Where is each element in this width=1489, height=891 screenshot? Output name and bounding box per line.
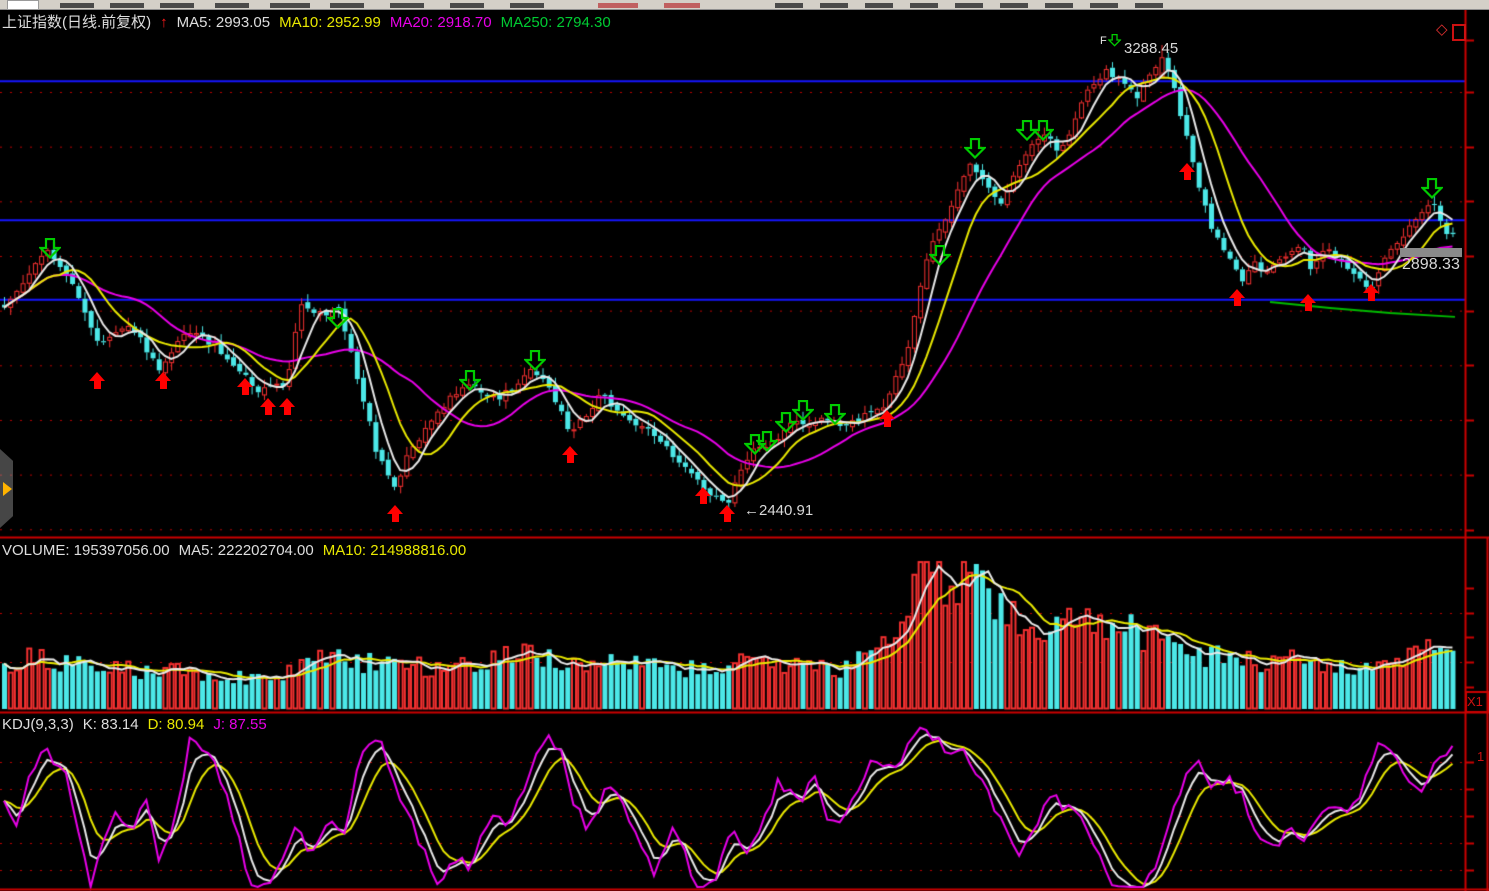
sell-signal-arrow	[457, 369, 483, 392]
buy-signal-arrow	[260, 398, 276, 415]
menu-item-stub[interactable]	[110, 3, 144, 8]
kdj-k-value: K: 83.14	[82, 716, 139, 733]
buy-signal-arrow	[695, 487, 711, 504]
trough-price-label: ←2440.91	[744, 502, 814, 519]
buy-signal-arrow	[879, 410, 895, 427]
volume-ma5: MA5: 222202704.00	[178, 542, 314, 559]
menu-item-stub[interactable]	[1045, 3, 1073, 8]
kdj-j-value: J: 87.55	[213, 716, 267, 733]
last-price-label: 2898.33	[1402, 256, 1460, 273]
main-chart-header: 上证指数(日线.前复权) ↑ MA5: 2993.05 MA10: 2952.9…	[2, 11, 611, 32]
menu-item-stub[interactable]	[160, 3, 194, 8]
menu-item-stub[interactable]	[270, 3, 310, 8]
diamond-icon[interactable]: ◇	[1436, 21, 1448, 38]
menu-item-stub[interactable]	[1090, 3, 1118, 8]
volume-ma10: MA10: 214988816.00	[322, 542, 467, 559]
buy-signal-arrow	[387, 505, 403, 522]
menu-item-stub[interactable]	[955, 3, 983, 8]
top-menu-bar[interactable]	[0, 0, 1489, 10]
peak-marker-label: F	[1100, 35, 1107, 47]
sell-signal-arrow	[790, 399, 816, 422]
sell-signal-arrow	[927, 244, 953, 267]
sell-signal-arrow	[1014, 119, 1040, 142]
sell-signal-arrow	[754, 430, 780, 453]
sell-signal-arrow	[742, 433, 768, 456]
buy-signal-arrow	[719, 505, 735, 522]
ma20-legend: MA20: 2918.70	[389, 14, 492, 31]
buy-signal-arrow	[1363, 284, 1379, 301]
menu-item-stub[interactable]	[510, 3, 544, 8]
window-restore-icon[interactable]	[1452, 24, 1466, 41]
menu-icon[interactable]	[7, 0, 39, 10]
sell-signal-arrow	[962, 137, 988, 160]
ma10-legend: MA10: 2952.99	[279, 14, 381, 31]
sell-signal-arrow	[522, 349, 548, 372]
menu-item-stub[interactable]	[215, 3, 249, 8]
kdj-label: KDJ(9,3,3)	[2, 716, 74, 733]
menu-item-stub[interactable]	[664, 3, 700, 8]
menu-item-stub[interactable]	[390, 3, 424, 8]
menu-item-stub[interactable]	[820, 3, 848, 8]
menu-item-stub[interactable]	[60, 3, 94, 8]
menu-item-stub[interactable]	[450, 3, 484, 8]
expand-triangle-icon	[3, 482, 12, 496]
buy-signal-arrow	[1179, 163, 1195, 180]
sell-signal-arrow	[773, 411, 799, 434]
kdj-d-value: D: 80.94	[147, 716, 205, 733]
menu-item-stub[interactable]	[1000, 3, 1028, 8]
sell-signal-arrow	[325, 307, 351, 330]
buy-signal-arrow	[279, 398, 295, 415]
buy-signal-arrow	[1229, 289, 1245, 306]
menu-item-stub[interactable]	[1135, 3, 1163, 8]
volume-header: VOLUME: 195397056.00 MA5: 222202704.00 M…	[2, 542, 466, 559]
peak-price-label: 3288.45	[1124, 40, 1179, 57]
ma5-legend: MA5: 2993.05	[176, 14, 271, 31]
menu-item-stub[interactable]	[865, 3, 893, 8]
kdj-header: KDJ(9,3,3) K: 83.14 D: 80.94 J: 87.55	[2, 716, 267, 733]
menu-item-stub[interactable]	[330, 3, 364, 8]
sidebar-expand-handle[interactable]	[0, 449, 13, 528]
last-price-band	[1400, 248, 1462, 257]
buy-signal-arrow	[155, 372, 171, 389]
sell-signal-arrow	[1419, 177, 1445, 200]
sell-signal-arrow	[1030, 119, 1056, 142]
sell-signal-arrow	[1107, 33, 1122, 47]
up-arrow-icon: ↑	[160, 14, 168, 31]
buy-signal-arrow	[1300, 294, 1316, 311]
sell-signal-arrow	[822, 403, 848, 426]
buy-signal-arrow	[237, 378, 253, 395]
kdj-axis-tick-label: 1	[1477, 749, 1485, 764]
volume-scale-label: X1	[1467, 694, 1483, 709]
ma250-legend: MA250: 2794.30	[500, 14, 611, 31]
volume-value: VOLUME: 195397056.00	[2, 542, 170, 559]
menu-item-stub[interactable]	[910, 3, 938, 8]
sell-signal-arrow	[37, 237, 63, 260]
menu-item-stub[interactable]	[598, 3, 638, 8]
buy-signal-arrow	[562, 446, 578, 463]
buy-signal-arrow	[89, 372, 105, 389]
symbol-title: 上证指数(日线.前复权)	[2, 14, 152, 31]
menu-item-stub[interactable]	[775, 3, 803, 8]
